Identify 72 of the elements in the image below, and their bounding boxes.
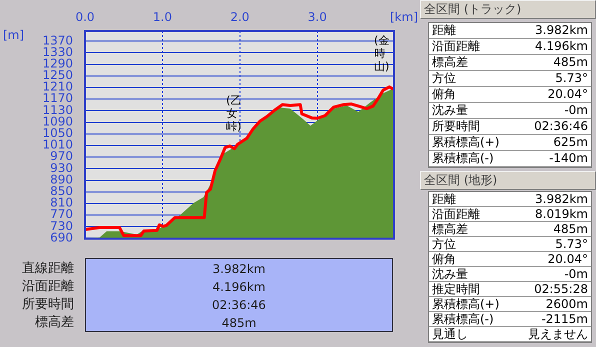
category-label: 俯角 — [432, 252, 456, 266]
category-label: 距離 — [432, 192, 456, 206]
category-label: 沿面距離 — [432, 207, 480, 221]
category-label: 標高差 — [432, 55, 468, 69]
text: -2115m — [541, 312, 588, 326]
category-label: 沿面距離 — [22, 278, 74, 296]
y-axis-title: [m] — [3, 28, 24, 42]
category-label: 所要時間 — [432, 119, 480, 133]
text: -0m — [564, 267, 588, 281]
y-tick-label: 1290 — [42, 56, 73, 70]
text: 5.73° — [555, 237, 588, 251]
text: 5.73° — [555, 71, 588, 85]
text: 全区間 (トラック) — [420, 0, 596, 19]
category-label: 方位 — [432, 71, 456, 85]
category-label: 沈み量 — [432, 267, 468, 281]
category-label: 俯角 — [432, 87, 456, 101]
category-label: 標高差 — [35, 314, 74, 332]
text: -140m — [549, 151, 588, 165]
text: 2600m — [546, 297, 588, 311]
category-label: 推定時間 — [432, 282, 480, 296]
y-tick-label: 810 — [50, 196, 73, 210]
category-label: 標高差 — [432, 222, 468, 236]
y-tick-label: 1090 — [42, 114, 73, 128]
text: 485m — [553, 55, 588, 69]
text: 8.019km — [535, 207, 588, 221]
text: 4.196km — [535, 39, 588, 53]
y-tick-label: 1170 — [42, 91, 73, 106]
category-label: 所要時間 — [22, 296, 74, 314]
text: 全区間 (地形) — [420, 171, 596, 190]
text: 02:36:46 — [534, 119, 588, 133]
text: 3.982km — [212, 262, 266, 276]
y-tick-label: 1050 — [42, 126, 73, 140]
y-tick-label: 1250 — [42, 68, 73, 82]
category-label: 方位 — [432, 237, 456, 251]
text: 4.196km — [212, 280, 266, 294]
y-tick-label: 770 — [50, 207, 73, 222]
text: 485m — [553, 222, 588, 236]
y-tick-label: 1210 — [42, 80, 73, 94]
text: 02:55:28 — [534, 282, 588, 296]
category-label: 累積標高(+) — [432, 135, 500, 149]
text: 02:36:46 — [212, 298, 266, 312]
y-tick-label: 970 — [50, 149, 73, 164]
y-tick-label: 850 — [50, 184, 73, 198]
text: 485m — [222, 316, 256, 330]
category-label: 累積標高(-) — [432, 151, 494, 165]
x-tick-label: 3.0 — [308, 10, 327, 24]
text: 3.982km — [535, 23, 588, 37]
text: 20.04° — [548, 252, 588, 266]
category-label: 見通し — [432, 327, 468, 341]
category-label: 累積標高(+) — [432, 297, 500, 311]
y-tick-label: 1010 — [42, 138, 73, 152]
y-tick-label: 930 — [50, 160, 73, 175]
category-label: 累積標高(-) — [432, 312, 494, 326]
category-label: 沈み量 — [432, 103, 468, 117]
text: 20.04° — [548, 87, 588, 101]
text: 3.982km — [535, 192, 588, 206]
y-tick-label: 690 — [50, 230, 73, 244]
x-axis-title: [km] — [390, 10, 418, 24]
y-tick-label: 1370 — [42, 33, 73, 48]
category-label: 距離 — [432, 23, 456, 37]
category-label: 直線距離 — [22, 260, 74, 278]
x-tick-label: 1.0 — [152, 10, 172, 24]
text: -0m — [564, 103, 588, 117]
y-tick-label: 730 — [50, 218, 73, 233]
x-tick-label: 0.0 — [75, 10, 95, 24]
text: 625m — [553, 135, 588, 149]
y-tick-label: 1130 — [42, 102, 73, 117]
y-tick-label: 1330 — [42, 44, 73, 59]
x-tick-label: 2.0 — [230, 10, 250, 24]
y-tick-label: 890 — [50, 172, 73, 186]
category-label: 沿面距離 — [432, 39, 480, 53]
text: 見えません — [528, 327, 588, 341]
